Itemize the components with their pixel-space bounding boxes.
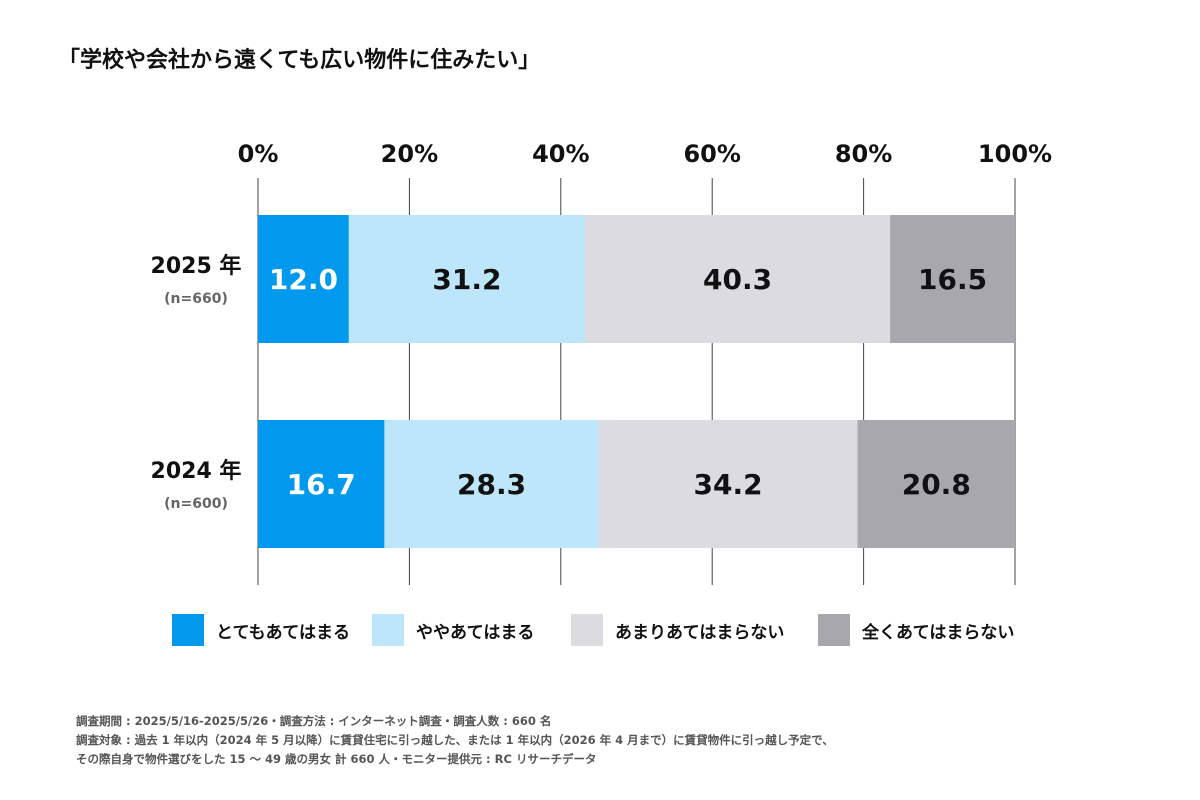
sample-size-label: (n=600)	[164, 496, 228, 512]
data-label: 34.2	[694, 468, 763, 501]
tick-label: 20%	[381, 140, 438, 168]
data-label: 31.2	[432, 263, 501, 296]
tick-label: 0%	[238, 140, 279, 168]
legend-label: 全くあてはまらない	[862, 622, 1015, 643]
note-line: 調査期間 : 2025/5/16-2025/5/26・調査方法 : インターネッ…	[76, 714, 552, 728]
legend-label: とてもあてはまる	[216, 622, 350, 643]
bar-segment	[857, 420, 1015, 548]
note-line: その際自身で物件選びをした 15 ～ 49 歳の男女 計 660 人・モニター提…	[76, 752, 597, 766]
legend-label: ややあてはまる	[416, 622, 535, 643]
tick-label: 60%	[683, 140, 740, 168]
data-label: 40.3	[703, 263, 772, 296]
legend-item: 全くあてはまらない	[818, 614, 1014, 646]
bar-segment	[598, 420, 858, 548]
bar-segment	[258, 420, 385, 548]
legend-swatch	[172, 614, 204, 646]
legend-swatch	[571, 614, 603, 646]
data-label: 16.5	[918, 263, 987, 296]
data-label: 16.7	[287, 468, 356, 501]
tick-label: 80%	[835, 140, 892, 168]
legend-label: あまりあてはまらない	[615, 622, 785, 643]
legend-item: あまりあてはまらない	[571, 614, 784, 646]
tick-label: 100%	[978, 140, 1052, 168]
legend-item: ややあてはまる	[372, 614, 534, 646]
data-label: 20.8	[902, 468, 971, 501]
legend-swatch	[372, 614, 404, 646]
bar-segment	[384, 420, 599, 548]
data-label: 28.3	[457, 468, 526, 501]
tick-label: 40%	[532, 140, 589, 168]
bar-segment	[890, 215, 1015, 343]
note-line: 調査対象 : 過去 1 年以内（2024 年 5 月以降）に賃貸住宅に引っ越した…	[76, 733, 834, 747]
bar-segment	[348, 215, 586, 343]
survey-notes: 調査期間 : 2025/5/16-2025/5/26・調査方法 : インターネッ…	[76, 712, 834, 769]
legend-swatch	[818, 614, 850, 646]
legend-item: とてもあてはまる	[172, 614, 350, 646]
category-label: 2024 年	[151, 458, 242, 484]
data-label: 12.0	[269, 263, 338, 296]
bar-segment	[585, 215, 891, 343]
chart-title: 「学校や会社から遠くても広い物件に住みたい」	[58, 48, 541, 73]
sample-size-label: (n=660)	[164, 291, 228, 307]
bar-segment	[258, 215, 349, 343]
category-label: 2025 年	[151, 253, 242, 279]
